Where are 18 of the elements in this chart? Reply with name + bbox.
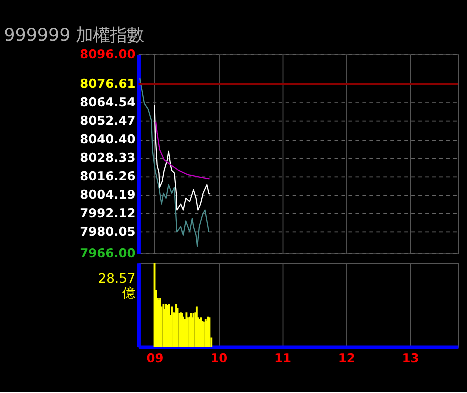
y-tick-label: 8028.33 xyxy=(80,151,136,166)
y-axis-title: 28.57 億 xyxy=(98,272,136,302)
x-tick-label: 11 xyxy=(274,351,292,366)
x-tick-label: 10 xyxy=(210,351,228,366)
y-tick-label: 8040.40 xyxy=(80,132,136,147)
y-tick-label: 8064.54 xyxy=(80,96,136,110)
x-tick-label: 09 xyxy=(146,351,164,366)
y-tick-label: 7980.05 xyxy=(80,225,136,240)
y-tick-label: 8096.00 xyxy=(80,48,136,62)
y-tick-label: 7992.12 xyxy=(80,206,136,221)
y-tick-label: 8016.26 xyxy=(80,170,136,184)
y-tick-label: 8076.61 xyxy=(80,77,136,92)
y-tick-label: 8052.47 xyxy=(80,114,136,128)
y-tick-label: 8004.19 xyxy=(80,188,136,202)
x-tick-label: 13 xyxy=(402,351,420,366)
chart-title: 999999 加權指數 xyxy=(4,26,144,46)
x-tick-label: 12 xyxy=(338,351,356,366)
y-tick-label: 7966.00 xyxy=(80,246,136,261)
